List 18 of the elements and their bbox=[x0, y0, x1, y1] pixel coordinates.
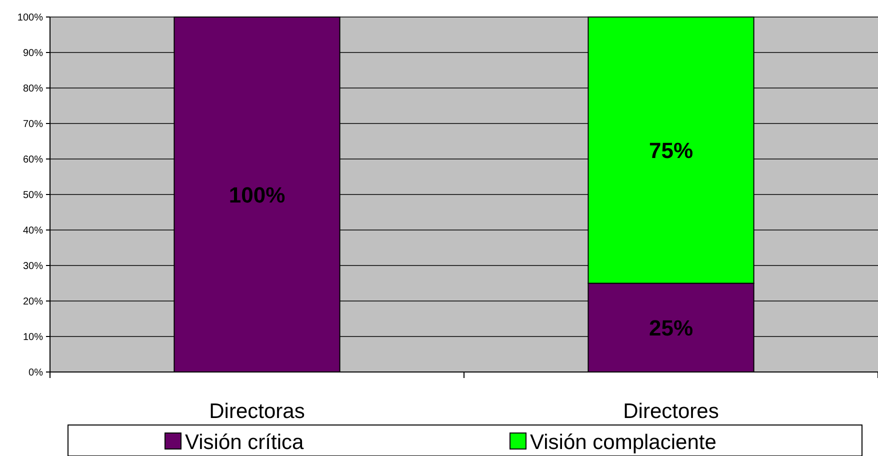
y-tick-label: 60% bbox=[22, 154, 44, 166]
data-label: 75% bbox=[648, 138, 694, 164]
y-tick-label: 70% bbox=[22, 119, 44, 130]
y-tick-label: 90% bbox=[22, 48, 44, 59]
legend-label: Visión complaciente bbox=[530, 431, 716, 454]
x-tick-label: Directoras bbox=[209, 400, 305, 423]
y-tick-label: 10% bbox=[22, 332, 44, 343]
y-tick-label: 20% bbox=[22, 296, 44, 308]
data-label: 100% bbox=[228, 182, 286, 208]
y-tick-label: 0% bbox=[28, 368, 44, 378]
y-tick-label: 30% bbox=[22, 261, 44, 272]
legend-label: Visión crítica bbox=[185, 431, 304, 454]
y-tick-label: 100% bbox=[17, 12, 44, 24]
y-tick-label: 50% bbox=[22, 190, 44, 201]
y-tick-label: 80% bbox=[22, 84, 44, 94]
y-tick-label: 40% bbox=[22, 226, 44, 236]
data-label: 25% bbox=[648, 316, 694, 341]
x-tick-label: Directores bbox=[623, 400, 719, 423]
